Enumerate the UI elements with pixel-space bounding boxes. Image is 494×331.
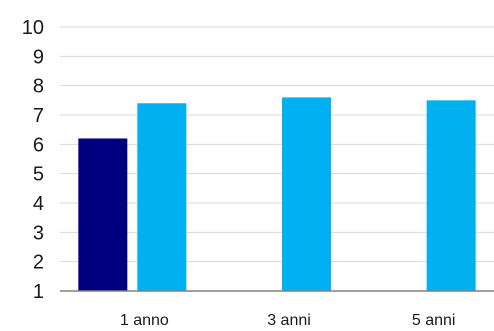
y-tick-label: 4 <box>33 193 44 215</box>
bar-series-2-3-anni <box>282 97 331 292</box>
bar-series-1-1-anno <box>78 138 128 291</box>
y-tick-label: 2 <box>33 252 44 274</box>
bar-series-2-1-anno <box>137 103 187 292</box>
y-tick-label: 3 <box>33 222 44 244</box>
y-axis: 1 2 3 4 5 6 7 8 9 10 <box>22 17 44 303</box>
y-tick-label: 5 <box>33 164 44 186</box>
y-tick-label: 1 <box>33 281 44 303</box>
x-tick-label: 3 anni <box>267 312 311 329</box>
gridlines <box>60 26 494 263</box>
x-tick-label: 1 anno <box>120 312 169 329</box>
x-tick-label: 5 anni <box>412 312 456 329</box>
x-axis: 1 anno 3 anni 5 anni <box>120 312 456 329</box>
y-tick-label: 10 <box>22 17 44 39</box>
bar-series-2-5-anni <box>426 100 476 291</box>
y-tick-label: 7 <box>33 105 44 127</box>
y-tick-label: 8 <box>33 76 44 98</box>
y-tick-label: 6 <box>33 134 44 156</box>
y-tick-label: 9 <box>33 46 44 68</box>
bars <box>78 97 476 292</box>
